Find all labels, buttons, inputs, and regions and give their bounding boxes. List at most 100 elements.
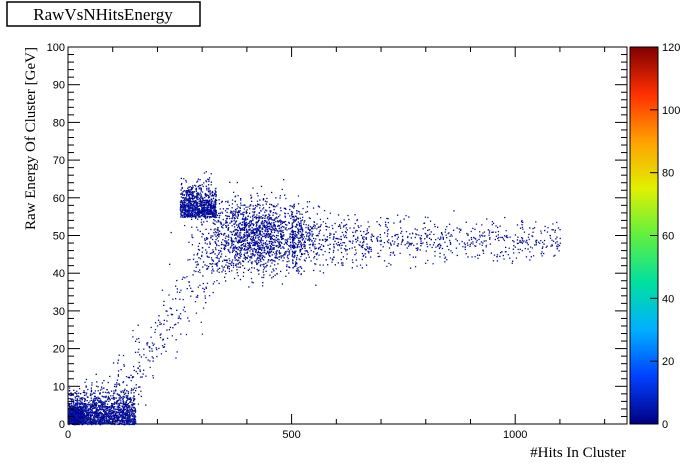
scatter-point (292, 233, 295, 235)
scatter-point (177, 322, 179, 324)
scatter-point (276, 250, 278, 252)
scatter-point (368, 251, 370, 253)
scatter-point (80, 406, 82, 408)
scatter-point (296, 236, 298, 238)
scatter-point (276, 229, 278, 232)
scatter-point (251, 231, 254, 234)
scatter-point (361, 267, 363, 269)
scatter-point (377, 252, 379, 254)
scatter-point (139, 365, 141, 367)
scatter-point (301, 267, 303, 269)
scatter-point (235, 234, 237, 236)
scatter-point (492, 260, 495, 262)
scatter-point (230, 246, 232, 248)
scatter-point (526, 242, 528, 244)
scatter-point (108, 416, 110, 419)
scatter-point (298, 233, 300, 235)
scatter-point (75, 402, 77, 404)
scatter-point (74, 419, 76, 421)
scatter-point (242, 265, 244, 267)
scatter-point (113, 411, 115, 413)
scatter-point (169, 307, 171, 309)
scatter-point (129, 397, 131, 399)
scatter-point (127, 418, 129, 420)
scatter-point (355, 249, 357, 251)
scatter-point (299, 237, 301, 239)
scatter-point (300, 243, 302, 246)
scatter-point (182, 276, 184, 278)
scatter-point (288, 252, 291, 254)
scatter-point (118, 399, 120, 401)
scatter-point (231, 244, 233, 247)
scatter-point (308, 256, 310, 258)
scatter-point (96, 399, 99, 401)
scatter-point (86, 404, 88, 407)
scatter-point (383, 242, 386, 244)
scatter-point (117, 362, 119, 364)
scatter-point (75, 415, 77, 417)
scatter-point (105, 413, 107, 415)
scatter-point (128, 413, 130, 415)
scatter-point (404, 244, 406, 246)
scatter-point (284, 213, 287, 215)
scatter-point (270, 245, 272, 248)
scatter-point (133, 402, 135, 405)
scatter-point (227, 266, 229, 268)
scatter-point (543, 252, 545, 255)
scatter-point (351, 259, 354, 261)
scatter-point (110, 390, 113, 392)
scatter-point (209, 243, 211, 245)
scatter-point (273, 208, 275, 211)
scatter-point (96, 397, 98, 399)
scatter-point (481, 234, 483, 236)
scatter-point (205, 302, 207, 304)
scatter-point (132, 336, 134, 338)
scatter-point (275, 255, 277, 257)
scatter-point (542, 241, 544, 244)
scatter-point (177, 317, 179, 319)
scatter-point (443, 254, 445, 256)
scatter-point (228, 243, 230, 245)
scatter-point (92, 420, 94, 422)
scatter-point (266, 217, 268, 219)
scatter-point (131, 412, 133, 414)
scatter-point (302, 230, 304, 232)
scatter-point (250, 224, 252, 227)
scatter-point (113, 406, 116, 408)
scatter-point (129, 419, 131, 421)
scatter-point (496, 260, 499, 262)
scatter-point (530, 256, 532, 258)
scatter-point (101, 405, 103, 408)
scatter-point (207, 267, 209, 269)
scatter-point (205, 252, 208, 255)
scatter-point (161, 289, 164, 291)
scatter-point (220, 250, 222, 253)
scatter-point (270, 203, 272, 206)
scatter-point (365, 237, 367, 239)
scatter-point (85, 417, 87, 420)
scatter-point (77, 412, 79, 414)
scatter-point (137, 372, 139, 375)
scatter-point (549, 234, 551, 237)
scatter-point (129, 405, 131, 407)
scatter-point (265, 228, 267, 230)
scatter-point (81, 411, 83, 413)
scatter-point (147, 342, 149, 344)
scatter-point (247, 248, 249, 250)
scatter-point (72, 411, 74, 413)
scatter-point (88, 414, 90, 416)
scatter-point (293, 245, 295, 248)
scatter-point (98, 401, 100, 403)
scatter-point (258, 257, 261, 259)
scatter-point (425, 262, 427, 264)
scatter-point (114, 423, 116, 426)
scatter-point (379, 255, 381, 257)
scatter-point (90, 390, 93, 392)
scatter-point (80, 420, 83, 422)
scatter-point (256, 263, 258, 265)
scatter-point (79, 408, 82, 410)
scatter-point (280, 227, 282, 229)
scatter-point (420, 240, 422, 242)
scatter-point (108, 412, 110, 414)
scatter-point (427, 234, 429, 236)
